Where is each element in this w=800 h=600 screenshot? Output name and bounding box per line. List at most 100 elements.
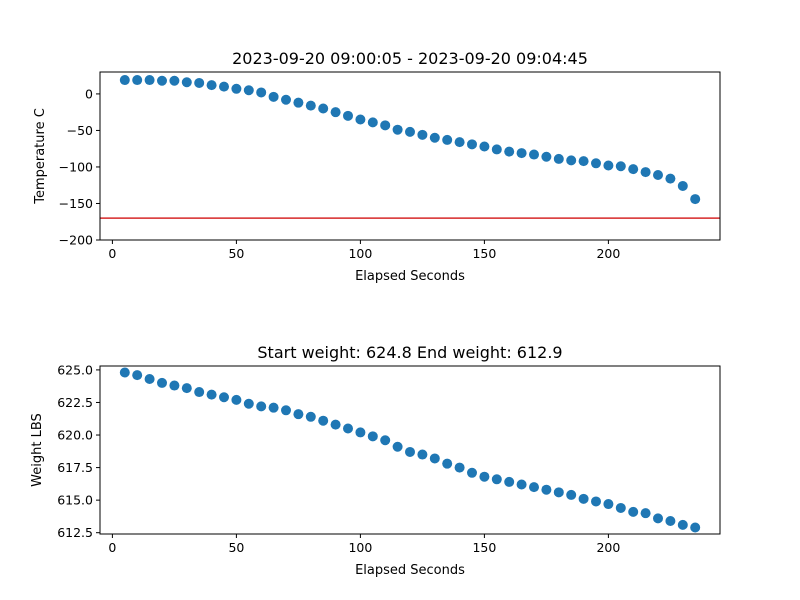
temperature-data-point [119, 75, 130, 86]
temperature-data-point [541, 151, 552, 162]
weight-data-point [603, 499, 614, 510]
temperature-data-point [467, 139, 477, 150]
temperature-data-point [392, 124, 403, 135]
weight-data-point [653, 513, 663, 524]
temperature-data-point [578, 156, 589, 167]
weight-data-point [640, 508, 651, 519]
temperature-data-point [529, 149, 539, 160]
temperature-data-point [194, 77, 205, 88]
temperature-y-axis-label: Temperature C [33, 108, 48, 205]
weight-data-point [343, 423, 353, 434]
temperature-data-point [281, 94, 291, 105]
temperature-x-axis-label: Elapsed Seconds [355, 269, 465, 284]
weight-data-point [144, 374, 155, 385]
temperature-ticks: 0 50 100 150 200 −200 −150 −100 −50 0 [59, 86, 621, 261]
weight-data-point [330, 419, 341, 430]
temperature-data-point [615, 161, 626, 172]
weight-data-point [305, 411, 316, 422]
weight-ticks: 0 50 100 150 200 612.5 615.0 617.5 620.0 622.5 625… [57, 362, 620, 555]
temperature-y-tick-label: 0 [85, 86, 93, 101]
temperature-data-point [653, 169, 663, 180]
weight-x-tick-label: 150 [472, 540, 496, 555]
weight-y-tick-label: 617.5 [57, 460, 93, 475]
weight-data-point [405, 446, 415, 457]
temperature-chart-title: 2023-09-20 09:00:05 - 2023-09-20 09:04:4… [232, 49, 588, 68]
weight-data-point [132, 370, 143, 381]
weight-chart-title: Start weight: 624.8 End weight: 612.9 [257, 343, 562, 362]
weight-data-point [367, 431, 378, 442]
temperature-data-point [677, 180, 688, 191]
temperature-data-point [628, 164, 639, 175]
weight-data-point [442, 458, 453, 469]
temperature-data-point [330, 107, 341, 118]
weight-x-axis-label: Elapsed Seconds [355, 563, 465, 578]
temperature-data-point [665, 173, 676, 184]
temperature-data-point [231, 83, 242, 94]
weight-data-point [529, 482, 539, 493]
temperature-data-point [429, 132, 440, 143]
temperature-y-tick-label: −50 [67, 123, 93, 138]
temperature-data-point [603, 160, 614, 171]
temperature-data-point [318, 103, 329, 114]
temperature-x-tick-label: 100 [348, 246, 372, 261]
weight-data-point [454, 462, 465, 473]
temperature-plot-frame [99, 71, 721, 241]
temperature-data-point [504, 146, 515, 157]
weight-data-point [256, 401, 267, 412]
weight-data-point [268, 402, 279, 413]
temperature-data-point [516, 148, 527, 159]
weight-data-point [181, 383, 192, 394]
weight-data-point [615, 502, 626, 513]
temperature-data-point [343, 110, 353, 121]
temperature-data-point [293, 97, 304, 108]
temperature-data-point [417, 129, 428, 140]
temperature-data-point [591, 158, 601, 169]
weight-data-point [219, 392, 229, 403]
temperature-data-point [479, 141, 490, 152]
temperature-data-point [132, 75, 143, 86]
weight-data-point [578, 493, 589, 504]
weight-y-axis-label: Weight LBS [30, 413, 45, 487]
weight-x-tick-label: 50 [228, 540, 244, 555]
weight-data-point [380, 435, 391, 446]
weight-data-point [157, 377, 167, 388]
temperature-data-point [219, 81, 229, 92]
temperature-axes: 2023-09-20 09:00:05 - 2023-09-20 09:04:4… [33, 49, 721, 284]
weight-data-point [516, 479, 527, 490]
temperature-marks [100, 75, 720, 219]
temperature-data-point [553, 153, 564, 164]
weight-data-point [541, 484, 552, 495]
temperature-data-point [268, 91, 279, 102]
weight-data-point [194, 387, 205, 398]
temperature-data-point [355, 114, 366, 125]
weight-data-point [553, 487, 564, 498]
weight-data-point [504, 476, 515, 487]
temperature-y-tick-label: −200 [59, 233, 93, 248]
temperature-data-point [305, 100, 316, 111]
weight-x-tick-label: 200 [596, 540, 620, 555]
temperature-x-tick-label: 150 [472, 246, 496, 261]
temperature-y-tick-label: −100 [59, 159, 93, 174]
weight-data-point [467, 467, 477, 478]
temperature-data-point [243, 85, 254, 96]
weight-data-point [417, 449, 428, 460]
weight-x-tick-label: 100 [348, 540, 372, 555]
weight-plot-frame [99, 365, 721, 535]
weight-data-point [231, 394, 242, 405]
temperature-data-point [144, 75, 155, 86]
temperature-y-tick-label: −150 [59, 196, 93, 211]
temperature-data-point [566, 155, 577, 166]
weight-data-point [479, 471, 490, 482]
temperature-data-point [690, 194, 701, 205]
temperature-data-point [206, 80, 217, 91]
temperature-data-point [442, 134, 453, 145]
weight-y-tick-label: 625.0 [57, 362, 93, 377]
weight-data-point [293, 409, 304, 420]
weight-data-point [392, 441, 403, 452]
weight-data-point [677, 519, 688, 530]
weight-y-tick-label: 622.5 [57, 395, 93, 410]
weight-data-point [491, 474, 502, 485]
weight-data-point [566, 489, 577, 500]
